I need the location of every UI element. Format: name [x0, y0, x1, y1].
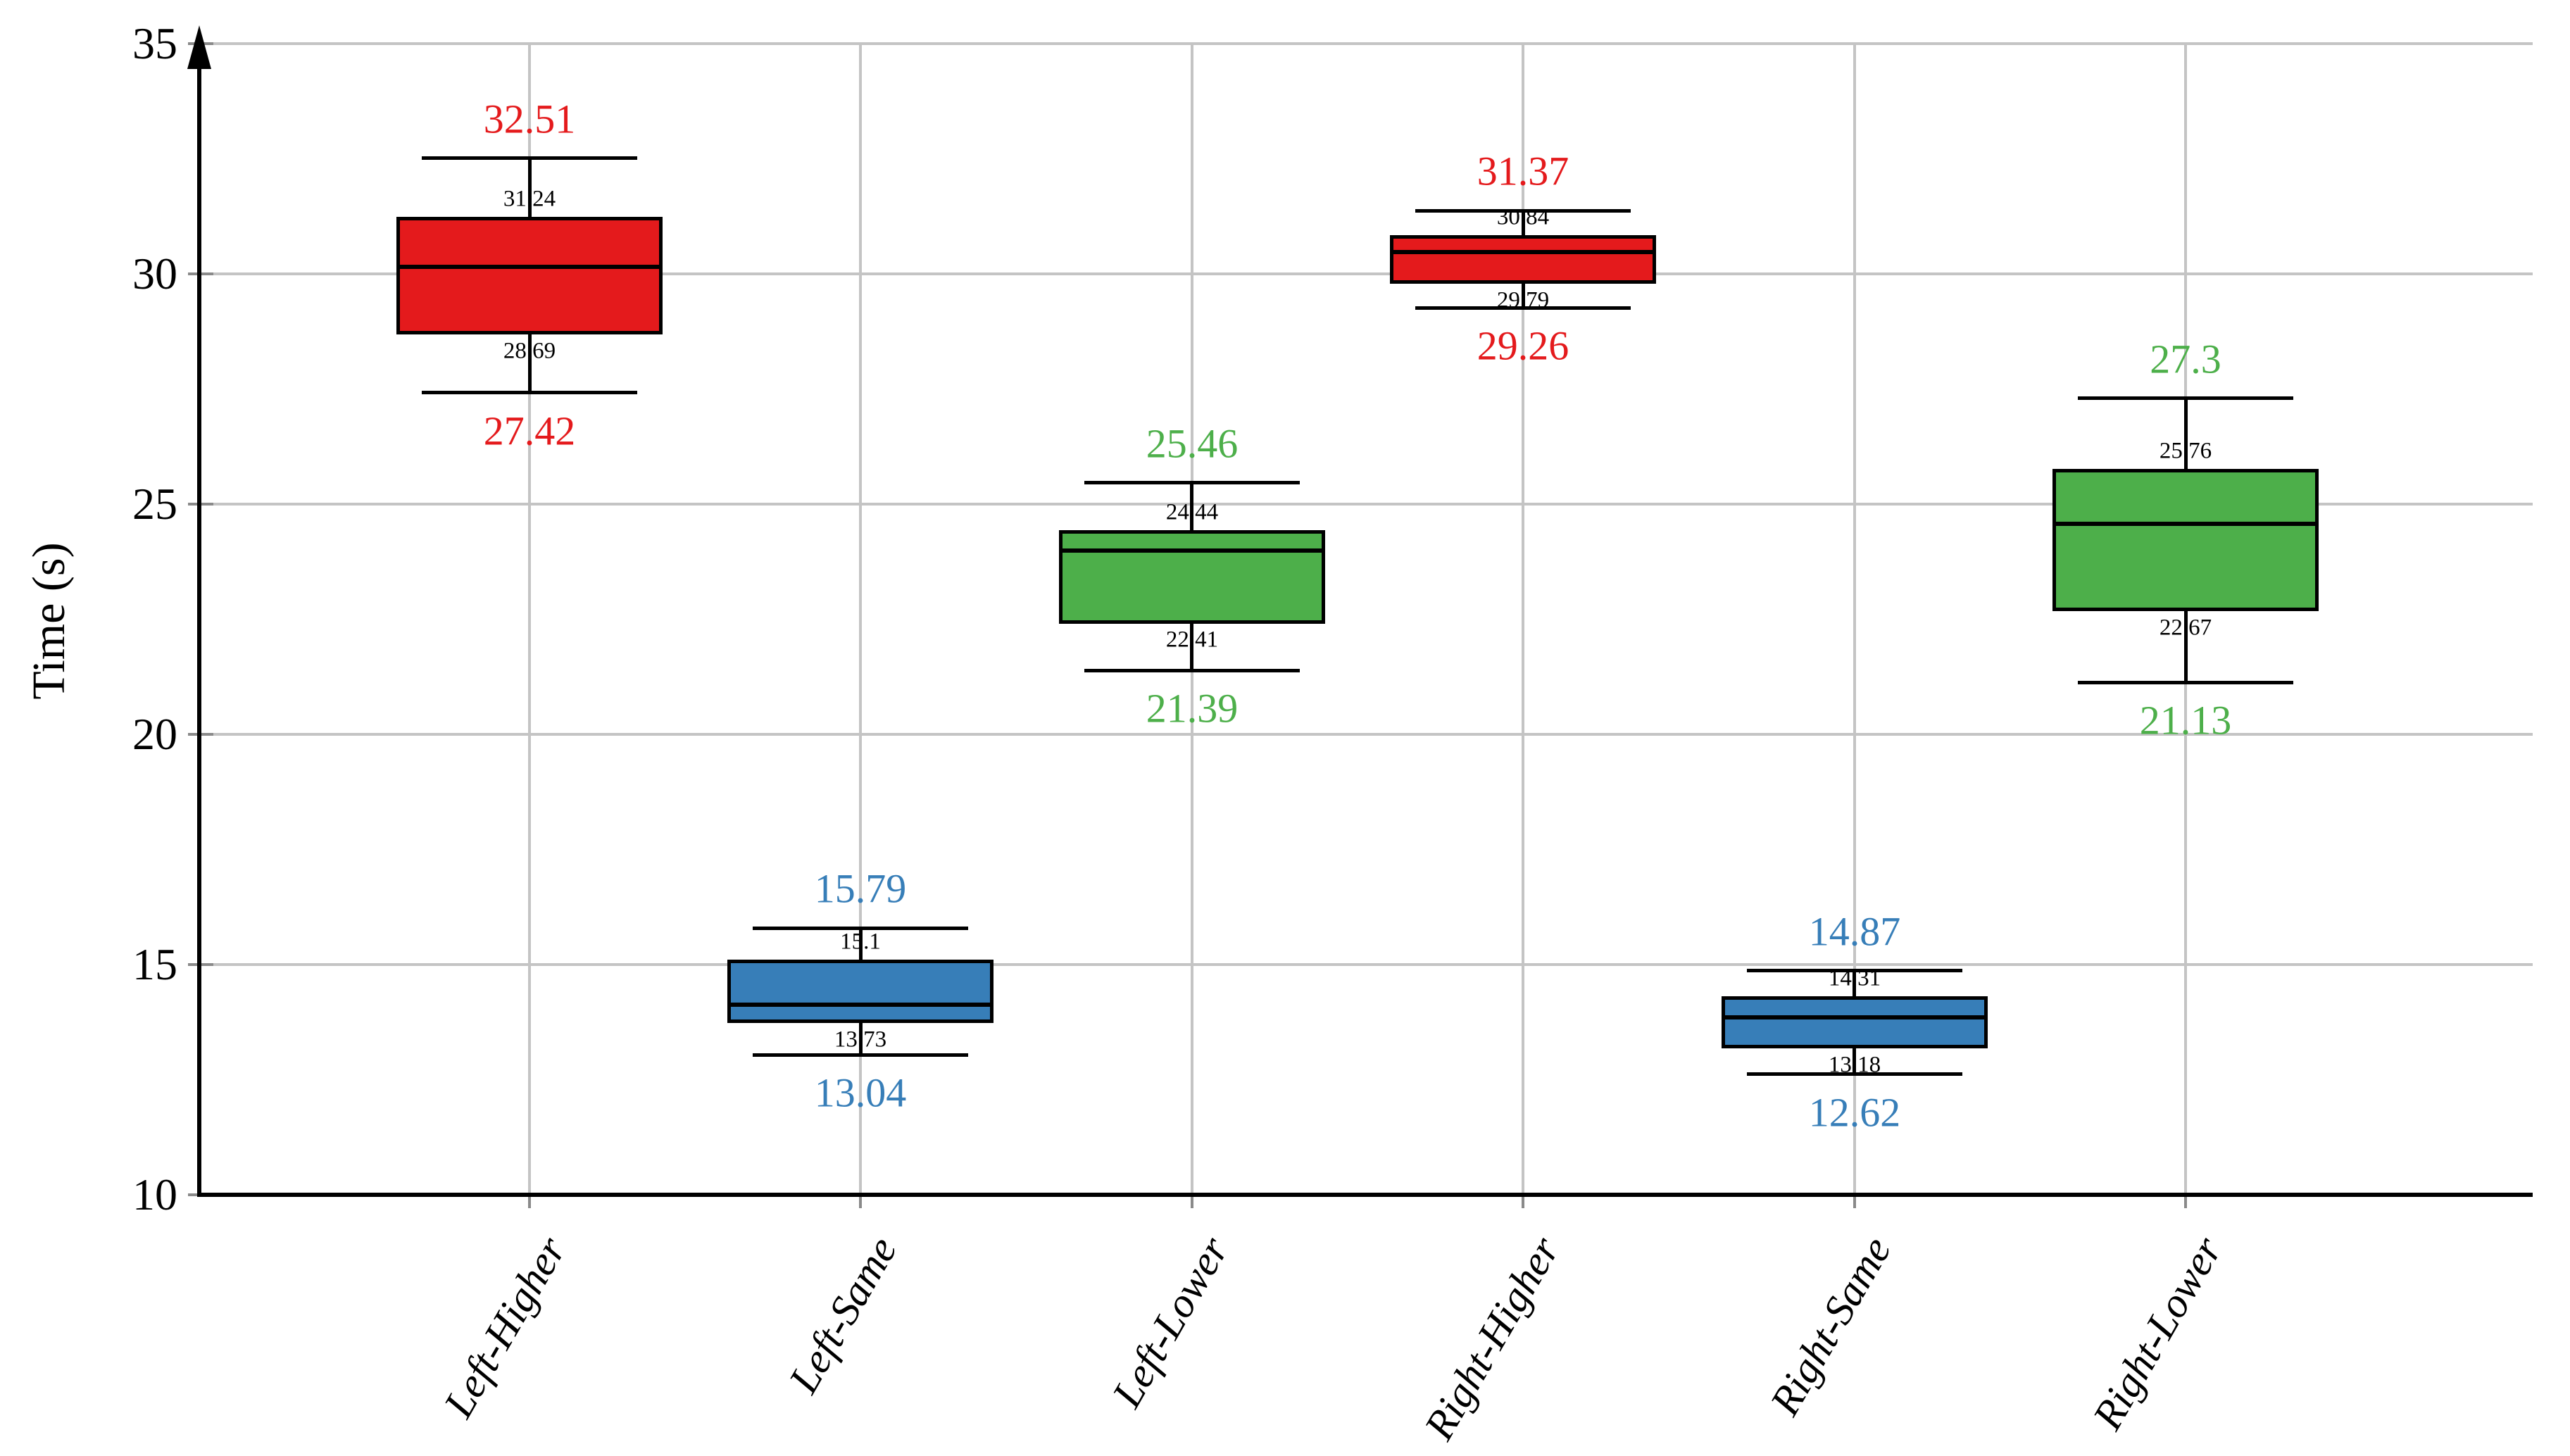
whisker-high-value-label: 27.3 [2150, 336, 2221, 382]
whisker-cap-top [1415, 209, 1631, 213]
gridline-horizontal [199, 733, 2533, 736]
q3-value-label: 14.31 [1828, 965, 1881, 991]
whisker-cap-bottom [1415, 306, 1631, 310]
gridline-vertical [528, 44, 531, 1195]
q1-value-label: 22.67 [2159, 615, 2212, 641]
gridline-vertical [859, 44, 862, 1195]
q3-value-label: 15.1 [840, 929, 881, 955]
q1-value-label: 28.69 [503, 338, 556, 364]
whisker-high-value-label: 15.79 [814, 865, 907, 912]
gridline-horizontal [199, 963, 2533, 966]
x-axis-line [197, 1193, 2533, 1197]
x-axis-category-label: Left-Lower [1103, 1229, 1238, 1415]
whisker-cap-bottom [422, 391, 637, 394]
y-axis-tick-label: 20 [132, 709, 177, 759]
box-left-same [727, 960, 993, 1023]
x-axis-category-label: Right-Lower [2083, 1229, 2231, 1438]
x-axis-tick [2184, 1195, 2187, 1208]
whisker-stem-top [1853, 971, 1856, 997]
y-axis-tick-label: 15 [132, 939, 177, 989]
whisker-low-value-label: 27.42 [483, 408, 576, 454]
x-axis-category-label: Left-Higher [434, 1229, 575, 1425]
whisker-cap-bottom [1084, 669, 1300, 672]
whisker-low-value-label: 13.04 [814, 1069, 907, 1116]
q1-value-label: 22.41 [1165, 627, 1219, 653]
x-axis-category-label: Left-Same [779, 1229, 906, 1401]
x-axis-tick [1853, 1195, 1856, 1208]
q1-value-label: 13.18 [1828, 1052, 1881, 1078]
whisker-stem-bottom [1190, 623, 1193, 670]
q3-value-label: 25.76 [2159, 438, 2212, 464]
y-axis-tick-label: 30 [132, 249, 177, 299]
whisker-cap-top [2078, 396, 2293, 400]
whisker-high-value-label: 14.87 [1808, 908, 1901, 955]
whisker-low-value-label: 29.26 [1477, 322, 1569, 369]
box-right-same [1722, 996, 1988, 1048]
median-line [1390, 250, 1656, 254]
gridline-horizontal [199, 42, 2533, 45]
whisker-stem-top [1522, 211, 1525, 235]
median-line [396, 265, 663, 269]
whisker-cap-bottom [2078, 681, 2293, 684]
q1-value-label: 29.79 [1496, 287, 1550, 313]
box-left-higher [396, 217, 663, 334]
median-line [2052, 522, 2319, 526]
whisker-cap-top [1084, 481, 1300, 484]
whisker-stem-bottom [528, 334, 532, 393]
whisker-stem-top [1190, 483, 1193, 530]
whisker-cap-top [753, 927, 968, 930]
x-axis-category-label: Right-Same [1761, 1229, 1900, 1423]
gridline-horizontal [199, 503, 2533, 506]
q3-value-label: 31.24 [503, 186, 556, 212]
median-line [1059, 548, 1325, 553]
y-axis-tick-label: 35 [132, 18, 177, 68]
whisker-high-value-label: 32.51 [483, 96, 576, 142]
gridline-vertical [1853, 44, 1856, 1195]
whisker-cap-bottom [1747, 1072, 1962, 1076]
x-axis-category-label: Right-Higher [1415, 1229, 1569, 1448]
x-axis-tick [1191, 1195, 1193, 1208]
x-axis-tick [1522, 1195, 1524, 1208]
y-axis-line [197, 65, 201, 1197]
whisker-cap-top [1747, 969, 1962, 972]
whisker-low-value-label: 21.13 [2139, 697, 2232, 743]
q3-value-label: 30.84 [1496, 204, 1550, 230]
y-axis-tick-label: 10 [132, 1169, 177, 1219]
whisker-cap-bottom [753, 1053, 968, 1057]
gridline-vertical [1522, 44, 1524, 1195]
whisker-high-value-label: 25.46 [1146, 420, 1239, 467]
gridline-horizontal [199, 272, 2533, 275]
whisker-high-value-label: 31.37 [1477, 148, 1569, 194]
y-axis-title: Time (s) [23, 542, 75, 700]
y-axis-tick-label: 25 [132, 479, 177, 529]
whisker-stem-bottom [1853, 1048, 1856, 1074]
box-right-higher [1390, 235, 1656, 284]
y-axis-arrow-icon [187, 25, 211, 69]
whisker-stem-top [859, 928, 863, 960]
x-axis-tick [859, 1195, 862, 1208]
x-axis-tick [528, 1195, 531, 1208]
q1-value-label: 13.73 [834, 1027, 887, 1053]
whisker-low-value-label: 21.39 [1146, 685, 1239, 732]
whisker-stem-top [528, 158, 532, 217]
median-line [727, 1003, 993, 1007]
box-right-lower [2052, 469, 2319, 611]
box-left-lower [1059, 530, 1325, 624]
whisker-cap-top [422, 156, 637, 160]
median-line [1722, 1015, 1988, 1019]
q3-value-label: 24.44 [1165, 499, 1219, 525]
whisker-stem-top [2184, 398, 2188, 470]
whisker-stem-bottom [2184, 611, 2188, 682]
whisker-stem-bottom [859, 1023, 863, 1055]
whisker-stem-bottom [1522, 284, 1525, 308]
whisker-low-value-label: 12.62 [1808, 1089, 1901, 1136]
